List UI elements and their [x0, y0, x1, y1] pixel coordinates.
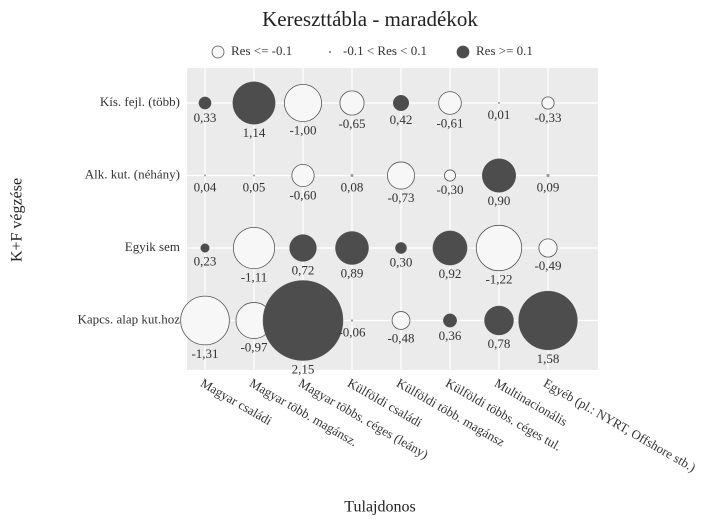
- data-label: 0,42: [390, 112, 413, 127]
- y-tick-label: Kapcs. alap kut.hoz: [77, 311, 180, 326]
- data-label: -0,48: [387, 330, 414, 345]
- legend-marker: [328, 50, 332, 54]
- data-label: 0,89: [341, 266, 364, 281]
- bubble: [289, 234, 317, 262]
- y-axis-title: K+F végzése: [9, 178, 26, 262]
- bubble: [541, 96, 555, 110]
- data-label: 0,92: [439, 266, 462, 281]
- y-tick-label: Egyik sem: [125, 239, 180, 254]
- bubble: [350, 174, 354, 177]
- data-label: 0,08: [341, 179, 364, 194]
- bubble: [432, 230, 468, 266]
- data-label: 0,01: [488, 107, 511, 122]
- bubble: [391, 311, 411, 330]
- data-label: -0,60: [289, 188, 316, 203]
- bubble: [392, 94, 410, 112]
- data-label: -0,06: [338, 324, 366, 339]
- bubble: [232, 81, 276, 125]
- x-axis-title: Tulajdonos: [344, 499, 415, 516]
- legend-label: Res <= -0.1: [231, 43, 292, 58]
- bubble: [291, 163, 315, 188]
- legend-label: Res >= 0.1: [476, 43, 533, 58]
- bubble: [200, 243, 210, 253]
- data-label: 2,15: [292, 361, 315, 376]
- bubble: [350, 319, 354, 322]
- data-label: 0,90: [488, 193, 511, 208]
- data-label: -0,97: [240, 340, 268, 355]
- bubble: [180, 295, 230, 346]
- bubble: [387, 161, 415, 190]
- bubble: [395, 242, 407, 254]
- bubble: [335, 231, 369, 265]
- chart-title: Kereszttábla - maradékok: [262, 7, 478, 31]
- data-label: -1,00: [289, 123, 316, 138]
- bubble: [444, 169, 456, 182]
- data-label: 0,72: [292, 262, 315, 277]
- bubble: [232, 226, 276, 270]
- data-label: 0,23: [194, 253, 217, 268]
- data-label: 1,14: [243, 125, 266, 140]
- data-label: 0,78: [488, 336, 511, 351]
- legend-marker: [211, 45, 225, 59]
- bubble: [339, 90, 365, 116]
- data-label: 0,09: [537, 179, 560, 194]
- data-label: -1,31: [191, 346, 218, 361]
- bubble: [538, 238, 558, 258]
- bubble: [283, 84, 322, 123]
- bubble: [253, 174, 255, 177]
- data-label: 0,36: [439, 328, 462, 343]
- bubble: [518, 290, 578, 351]
- y-tick-label: Alk. kut. (néhány): [85, 166, 180, 181]
- y-tick-label: Kís. fejl. (több): [100, 94, 180, 109]
- data-label: -0,73: [387, 190, 414, 205]
- bubble: [262, 280, 344, 361]
- bubble: [198, 96, 212, 110]
- data-label: -0,65: [338, 116, 365, 131]
- data-label: -1,11: [241, 270, 268, 285]
- data-label: -0,33: [534, 110, 561, 125]
- data-label: -1,22: [485, 272, 512, 287]
- data-label: 0,05: [243, 179, 266, 194]
- data-label: 1,58: [537, 351, 560, 366]
- data-label: -0,61: [436, 115, 463, 130]
- legend-label: -0.1 < Res < 0.1: [343, 43, 427, 58]
- legend-marker: [456, 45, 470, 59]
- bubble: [438, 91, 462, 115]
- data-label: 0,04: [194, 179, 217, 194]
- bubble: [498, 102, 500, 104]
- bubble: [546, 173, 550, 178]
- bubble: [204, 174, 206, 177]
- data-label: -0,30: [436, 182, 463, 197]
- bubble: [484, 305, 514, 336]
- data-label: 0,33: [194, 110, 217, 125]
- bubble: [443, 313, 457, 328]
- bubble: [482, 158, 516, 193]
- data-label: 0,30: [390, 255, 413, 270]
- bubble: [475, 224, 523, 272]
- data-label: -0,49: [534, 258, 561, 273]
